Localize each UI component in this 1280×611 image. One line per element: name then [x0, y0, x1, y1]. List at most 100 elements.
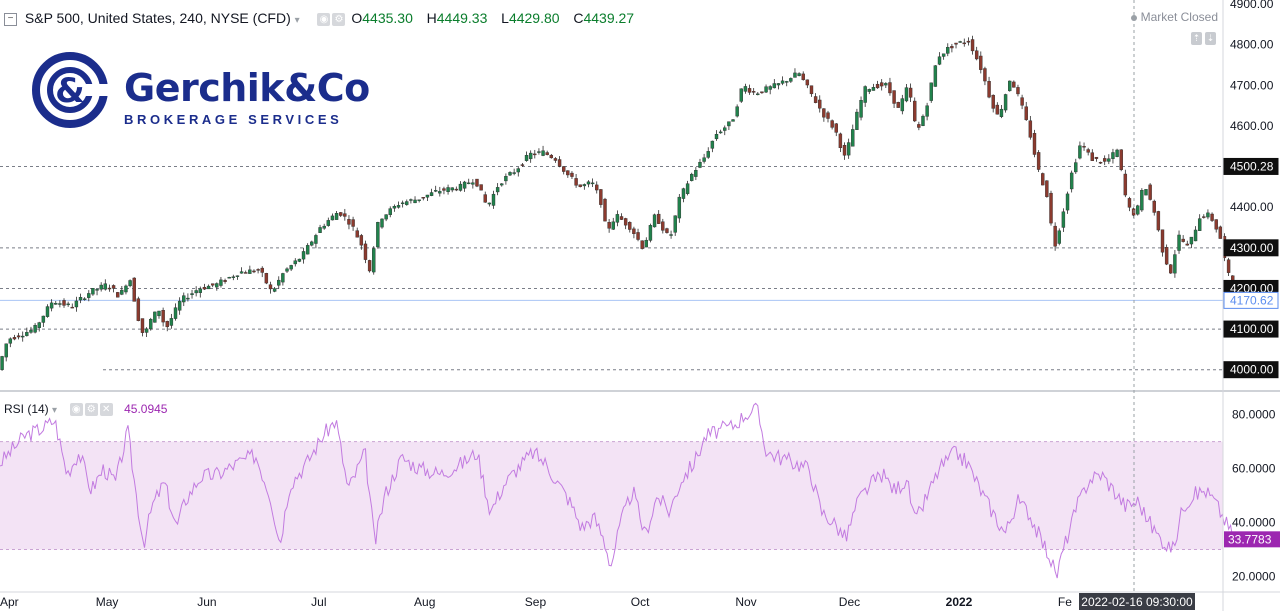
candle-body — [537, 151, 541, 153]
candle-body — [338, 212, 343, 216]
candle-body — [739, 88, 743, 102]
rsi-label[interactable]: RSI (14) — [4, 402, 49, 416]
candle-body — [549, 154, 554, 159]
gear-icon[interactable]: ⚙ — [332, 12, 346, 26]
eye-icon[interactable]: ◉ — [69, 403, 83, 417]
candle-body — [640, 240, 644, 249]
candle-body — [417, 199, 421, 201]
candle-body — [471, 182, 475, 185]
candle-body — [322, 225, 326, 229]
x-tick-label-5: Sep — [525, 595, 547, 609]
candle-body — [1065, 193, 1070, 211]
candle-body — [450, 187, 454, 191]
crosshair-time-box — [1079, 593, 1195, 610]
candle-body — [760, 91, 764, 94]
low-value: 4429.80 — [508, 10, 560, 26]
candle-body — [301, 251, 306, 260]
candle-body — [1127, 198, 1132, 208]
candle-body — [413, 199, 417, 204]
candle-body — [483, 194, 487, 203]
candle-body — [25, 332, 29, 336]
candle-body — [37, 322, 41, 328]
candle-body — [958, 41, 962, 43]
candle-body — [111, 285, 116, 289]
y-tick-label-0: 4900.00 — [1230, 0, 1274, 11]
candle-body — [1123, 173, 1128, 196]
candle-body — [82, 298, 87, 300]
candle-body — [747, 88, 752, 93]
y-axis-labels: 4900.004800.004700.004600.004500.004400.… — [1230, 0, 1274, 377]
candle-body — [904, 87, 909, 102]
candle-body — [681, 188, 686, 199]
candle-body — [731, 119, 735, 122]
rsi-tag-box — [1224, 531, 1280, 548]
candle-body — [557, 159, 562, 167]
gear-icon[interactable]: ⚙ — [84, 403, 98, 417]
low-label: L — [501, 10, 509, 26]
candle-body — [508, 172, 512, 176]
candle-body — [78, 297, 83, 301]
candles-layer[interactable] — [0, 35, 1239, 371]
candle-body — [1214, 219, 1218, 230]
candle-body — [186, 297, 190, 300]
close-icon[interactable]: ✕ — [99, 403, 113, 417]
candle-body — [297, 258, 302, 262]
candle-body — [768, 86, 772, 90]
market-status-text: Market Closed — [1140, 10, 1218, 24]
price-tag-box-4 — [1223, 320, 1279, 338]
candle-body — [619, 216, 624, 220]
candle-body — [1202, 216, 1206, 218]
candle-body — [1090, 152, 1095, 161]
candle-body — [1148, 184, 1152, 200]
candle-body — [8, 338, 13, 344]
candle-body — [553, 158, 558, 161]
candle-body — [103, 283, 108, 290]
candle-body — [144, 328, 149, 333]
chevron-down-icon[interactable]: ▾ — [52, 405, 58, 416]
candle-body — [834, 123, 838, 133]
candle-body — [615, 214, 620, 223]
scale-controls: ⇡ ⇣ — [1188, 28, 1216, 46]
price-tag-box-3 — [1223, 291, 1279, 309]
candle-body — [87, 293, 91, 298]
candle-body — [359, 235, 364, 246]
candle-body — [698, 161, 702, 168]
candle-body — [735, 106, 739, 117]
candle-body — [595, 184, 599, 191]
candle-body — [1045, 180, 1049, 197]
candle-body — [846, 142, 851, 156]
x-tick-label-9: 2022 — [946, 595, 973, 609]
candle-body — [714, 133, 719, 140]
candle-body — [1041, 173, 1045, 186]
candle-body — [1024, 106, 1028, 120]
arrow-up-icon[interactable]: ⇡ — [1191, 32, 1202, 45]
candle-body — [789, 78, 793, 82]
rsi-line-layer[interactable] — [0, 402, 1240, 579]
candle-body — [367, 260, 372, 272]
status-dot-icon — [1130, 14, 1137, 21]
open-label: O — [351, 10, 363, 26]
candle-body — [842, 144, 847, 156]
arrow-down-icon[interactable]: ⇣ — [1205, 32, 1216, 45]
chart-header: − S&P 500, United States, 240, NYSE (CFD… — [4, 10, 634, 26]
candle-body — [999, 108, 1004, 117]
candle-body — [607, 222, 611, 229]
eye-icon[interactable]: ◉ — [317, 12, 331, 26]
candle-body — [822, 108, 826, 118]
minus-box-icon[interactable]: − — [4, 12, 17, 26]
candle-body — [355, 230, 359, 238]
symbol-title[interactable]: S&P 500, United States, 240, NYSE (CFD) — [24, 10, 291, 26]
candle-body — [343, 213, 347, 217]
candle-body — [33, 325, 37, 333]
candle-body — [124, 285, 128, 293]
candle-body — [574, 178, 578, 186]
crosshair-time-text: 2022-02-16 09:30:00 — [1081, 595, 1193, 609]
candle-body — [623, 218, 628, 226]
candle-body — [70, 306, 74, 309]
candle-body — [718, 131, 723, 134]
candle-body — [1218, 226, 1223, 239]
chevron-down-icon[interactable]: ▾ — [294, 15, 300, 26]
rsi-band — [0, 441, 1223, 550]
